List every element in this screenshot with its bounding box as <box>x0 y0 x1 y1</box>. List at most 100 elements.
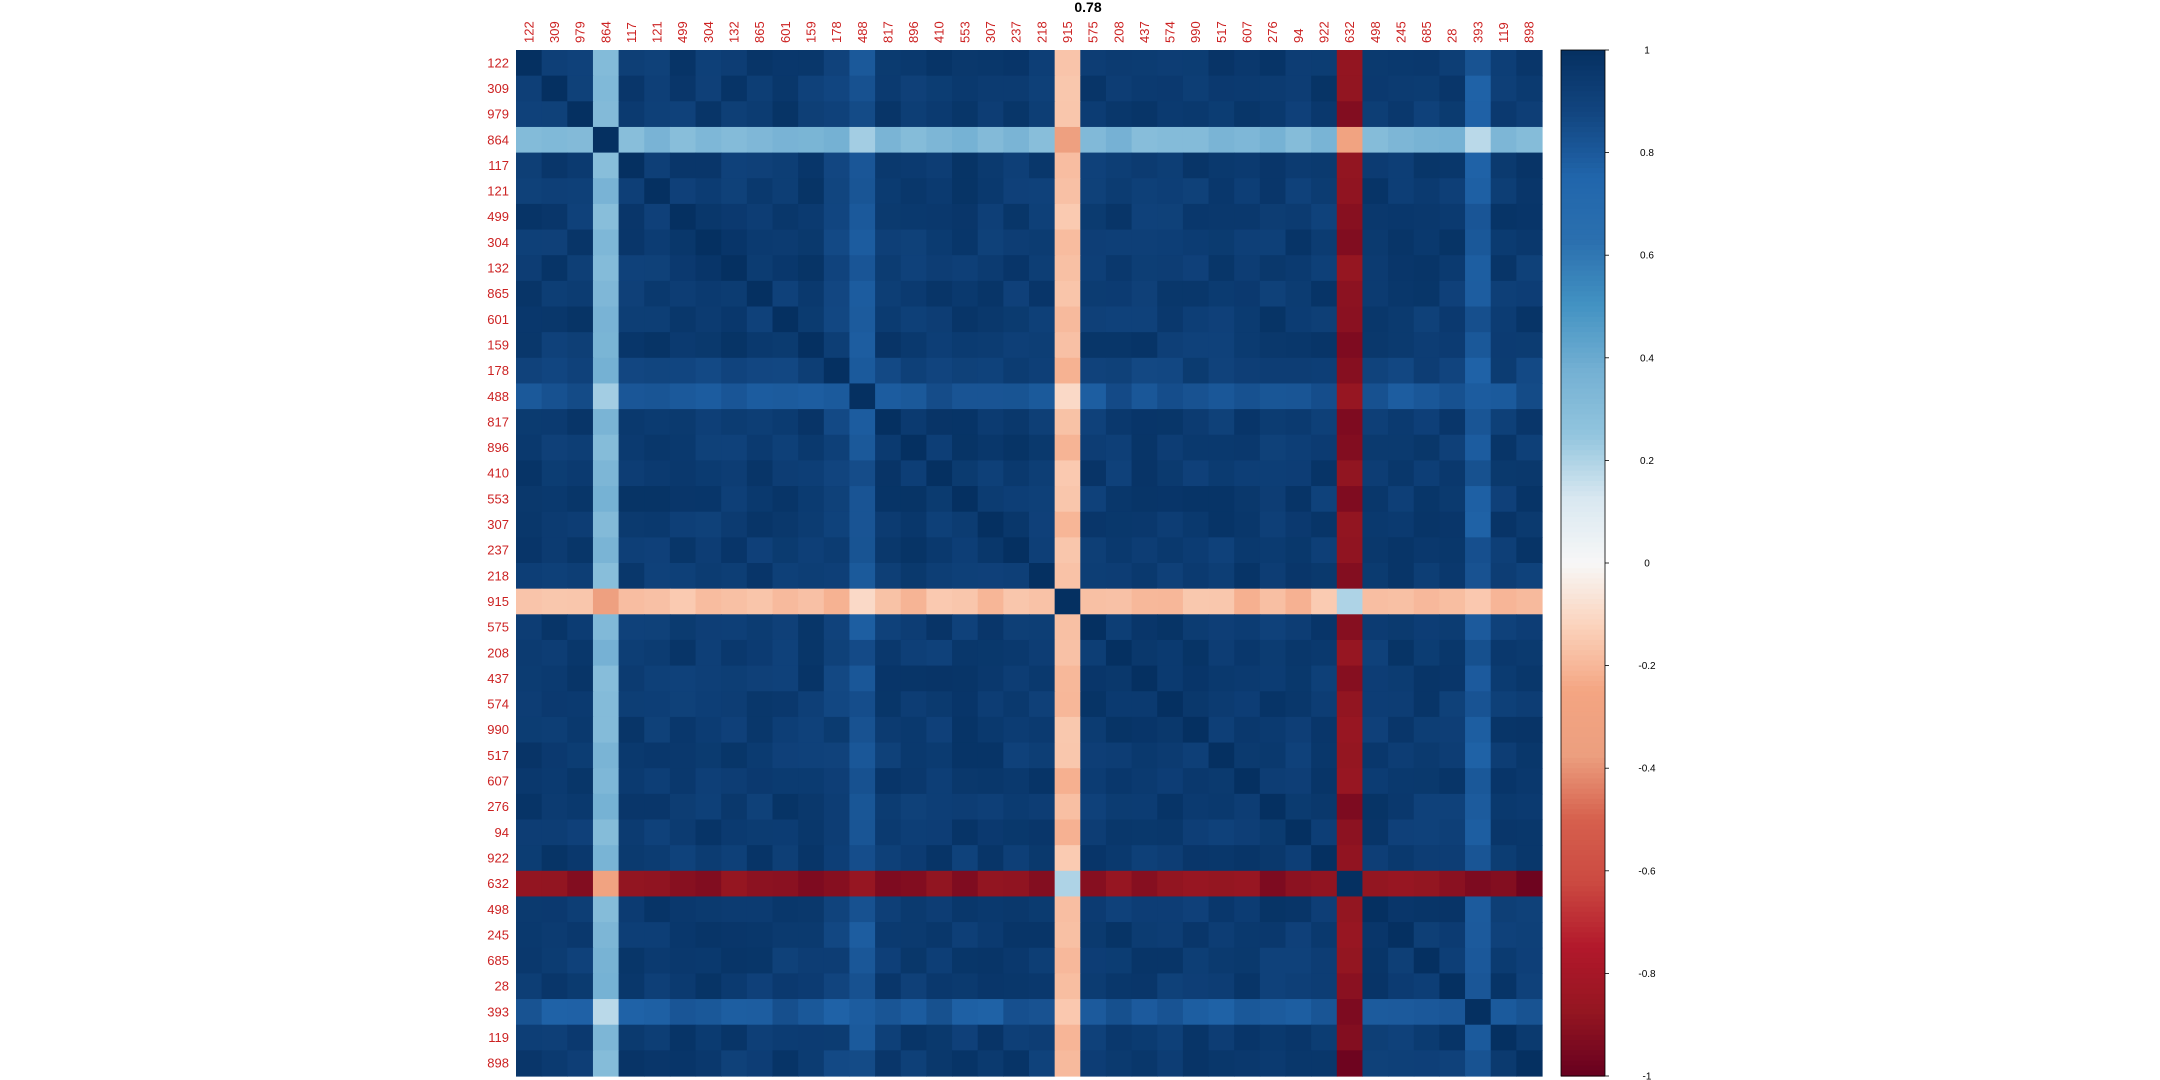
heatmap-cell <box>541 50 568 77</box>
colorbar-segment <box>1561 378 1605 385</box>
heatmap-cell <box>541 819 568 846</box>
heatmap-cell <box>721 383 748 410</box>
heatmap-cell <box>1054 460 1081 487</box>
heatmap-cell <box>1080 152 1107 179</box>
colorbar-segment <box>1561 311 1605 318</box>
heatmap-cell <box>1516 383 1543 410</box>
heatmap-cell <box>1311 383 1338 410</box>
heatmap-cell <box>772 75 799 102</box>
heatmap-cell <box>1182 409 1210 436</box>
heatmap-cell <box>1516 896 1543 923</box>
heatmap-cell <box>1054 203 1081 231</box>
heatmap-cell <box>618 896 645 923</box>
heatmap-cell <box>1516 588 1543 615</box>
heatmap-cell <box>721 434 748 461</box>
heatmap-cell <box>669 922 697 949</box>
heatmap-cell <box>669 178 697 205</box>
heatmap-cell <box>926 639 953 667</box>
heatmap-cell <box>1388 75 1415 102</box>
heatmap-cell <box>875 665 902 692</box>
heatmap-cell <box>592 75 620 102</box>
heatmap-cell <box>875 768 902 795</box>
heatmap-cell <box>1080 460 1107 487</box>
heatmap-cell <box>1439 665 1466 692</box>
heatmap-cell <box>1157 126 1184 154</box>
colorbar-tick-label: 0.8 <box>1640 148 1654 159</box>
heatmap-cell <box>1285 742 1312 769</box>
heatmap-cell <box>721 255 748 282</box>
heatmap-cell <box>567 999 594 1026</box>
heatmap-cell <box>1465 742 1492 769</box>
heatmap-cell <box>1516 409 1543 436</box>
heatmap-cell <box>746 434 774 461</box>
colorbar-segment <box>1561 424 1605 431</box>
heatmap-cell <box>644 511 671 538</box>
heatmap-cell <box>695 716 722 744</box>
column-label: 865 <box>752 21 767 43</box>
heatmap-cell <box>1208 819 1235 846</box>
heatmap-cell <box>695 229 722 256</box>
heatmap-cell <box>1465 306 1492 333</box>
column-label: 990 <box>1188 21 1203 43</box>
heatmap-cell <box>952 332 979 359</box>
heatmap-cell <box>746 1050 774 1077</box>
heatmap-cell <box>1003 126 1030 154</box>
heatmap-cell <box>1259 768 1287 795</box>
heatmap-cell <box>618 742 645 769</box>
heatmap-cell <box>1311 255 1338 282</box>
heatmap-cell <box>900 203 927 231</box>
row-label: 437 <box>487 671 509 686</box>
heatmap-cell <box>1285 101 1312 128</box>
heatmap-cell <box>1362 152 1389 179</box>
colorbar-segment <box>1561 465 1605 472</box>
heatmap-cell <box>1157 511 1184 538</box>
heatmap-cell <box>875 947 902 974</box>
heatmap-cell <box>823 768 851 795</box>
colorbar: 10.80.60.40.20-0.2-0.4-0.6-0.8-1 <box>1560 46 1656 1080</box>
heatmap-cell <box>1234 716 1261 744</box>
heatmap-cell <box>541 409 568 436</box>
heatmap-cell <box>900 614 927 641</box>
heatmap-cell <box>952 870 979 898</box>
heatmap-cell <box>1336 1050 1364 1077</box>
heatmap-cell <box>1439 922 1466 949</box>
column-labels: 122 309 979 864 117 121 499 304 132 865 601 159 178 4… <box>521 21 1536 43</box>
colorbar-segment <box>1561 460 1605 467</box>
heatmap-cell <box>1234 665 1261 692</box>
heatmap-cell <box>695 870 722 898</box>
heatmap-cell <box>977 665 1004 692</box>
heatmap-cell <box>618 819 645 846</box>
heatmap-cell <box>567 588 594 615</box>
heatmap-cell <box>721 999 748 1026</box>
colorbar-segment <box>1561 798 1605 805</box>
heatmap-cell <box>695 434 722 461</box>
heatmap-cell <box>644 75 671 102</box>
heatmap-cell <box>1054 845 1081 872</box>
heatmap-cell <box>541 203 568 231</box>
heatmap-cell <box>1362 845 1389 872</box>
heatmap-cell <box>695 973 722 1000</box>
heatmap-cell <box>516 870 543 898</box>
heatmap-cell <box>1182 306 1210 333</box>
heatmap-cell <box>1311 588 1338 615</box>
heatmap-cell <box>1516 947 1543 974</box>
heatmap-cell <box>644 973 671 1000</box>
heatmap-cell <box>541 255 568 282</box>
heatmap-cell <box>1311 896 1338 923</box>
heatmap-cell <box>1234 768 1261 795</box>
heatmap-cell <box>1208 306 1235 333</box>
heatmap-cell <box>1516 75 1543 102</box>
row-labels: 1223099798641171214993041328656011591784… <box>487 55 509 1070</box>
heatmap-cell <box>567 614 594 641</box>
column-label: 218 <box>1034 21 1049 43</box>
heatmap-cell <box>1413 793 1440 821</box>
heatmap-cell <box>900 588 927 615</box>
heatmap-cell <box>1413 229 1440 256</box>
heatmap-cell <box>1157 973 1184 1000</box>
heatmap-cell <box>849 563 876 590</box>
heatmap-cell <box>798 537 825 564</box>
row-label: 864 <box>487 132 509 147</box>
heatmap-cell <box>1259 870 1287 898</box>
heatmap-cell <box>1029 922 1056 949</box>
heatmap-cell <box>952 819 979 846</box>
